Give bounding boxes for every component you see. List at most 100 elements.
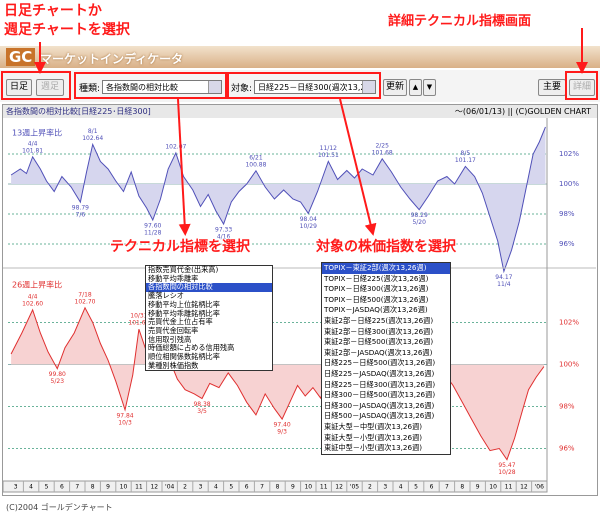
note-line: 週足チャートを選択 [4,22,130,38]
y-tick-label: 100% [559,180,579,188]
value-label: 101.17 [455,157,476,164]
option[interactable]: TOPIX－JASDAQ(週次13,26週) [324,305,428,315]
option[interactable]: TOPIX－日経300(週次13,26週) [324,284,429,294]
chart-panel [2,104,598,496]
option[interactable]: 日経300－JASDAQ(週次13,26週) [324,400,435,410]
x-tick-label: 6 [430,484,434,491]
up-button[interactable]: ▲ [409,79,422,96]
option[interactable]: 騰落レシオ [148,291,184,301]
value-label: 97.84 [116,412,133,419]
note-line: 日足チャートか [4,3,102,19]
x-tick-label: 11 [505,484,513,491]
option[interactable]: 日経300－日経500(週次13,26週) [324,390,436,400]
date-label: 7/18 [78,291,92,298]
x-tick-label: 7 [445,484,449,491]
option[interactable]: 日経500－JASDAQ(週次13,26週) [324,411,435,421]
option[interactable]: 東証2部－JASDAQ(週次13,26週) [324,347,433,357]
option[interactable]: 東証大型－中型(週次13,26週) [324,421,423,431]
index-note: 対象の株価指数を選択 [316,239,456,255]
option[interactable]: 業種別株価指数 [148,360,199,370]
option[interactable]: 時価総額に占める信用残高 [148,343,235,353]
panel-title-bar: 各指数間の相対比較[日経225･日経300] ～(06/01/13) || (C… [3,105,597,118]
date-label: 9/3 [277,429,287,436]
logo: GC [6,48,36,66]
x-tick-label: 3 [383,484,387,491]
option[interactable]: 売買代金上位占有率 [148,317,213,327]
weekly-button[interactable]: 週足 [36,79,64,96]
refresh-button[interactable]: 更新 [383,79,407,96]
x-tick-label: 5 [229,484,233,491]
date-label: 3/5 [197,408,207,415]
option[interactable]: 東証2部－日経300(週次13,26週) [324,326,434,336]
x-tick-label: 4 [214,484,218,491]
kind-select[interactable]: 各指数間の相対比較 [102,80,222,94]
value-label: 97.60 [144,223,161,230]
value-label: 100.88 [245,161,266,168]
detail-button[interactable]: 詳細 [569,79,595,96]
option[interactable]: 日経225－日経300(週次13,26週) [324,379,436,389]
y-tick-label: 102% [559,319,579,327]
x-tick-label: '04 [165,484,174,491]
option[interactable]: 売買代金回転率 [148,325,199,335]
x-tick-label: '06 [535,484,544,491]
y-tick-label: 100% [559,361,579,369]
detail-note: 詳細テクニカル指標画面 [388,14,532,29]
chart: 96%98%100%102%102.604/499.805/23102.707/… [2,118,596,493]
panel-range: ～(06/01/13) || (C)GOLDEN CHART [454,107,591,116]
option[interactable]: 日経225－JASDAQ(週次13,26週) [324,368,435,378]
x-tick-label: 2 [368,484,372,491]
y-tick-label: 96% [559,445,575,453]
value-label: 95.47 [498,462,515,469]
value-label: 97.33 [215,227,232,234]
option[interactable]: 指数売買代金(出来高) [148,265,219,274]
x-tick-label: 11 [135,484,143,491]
value-label: 102.70 [75,298,96,305]
x-tick-label: 2 [183,484,187,491]
x-tick-label: 9 [291,484,295,491]
x-tick-label: 9 [106,484,110,491]
option[interactable]: 移動平均乖離率 [148,273,199,283]
x-tick-label: 5 [414,484,418,491]
date-label: 10/29 [300,223,317,230]
option[interactable]: TOPIX－東証2部(週次13,26週) [322,263,450,274]
value-label: 101.68 [128,320,149,327]
target-options: TOPIX－東証2部(週次13,26週) TOPIX－日経225(週次13,26週… [321,262,451,455]
option[interactable]: 東証2部－日経225(週次13,26週) [324,315,434,325]
value-label: 98.04 [300,216,317,223]
value-label: 98.29 [411,212,428,219]
value-label: 102.60 [22,300,43,307]
option[interactable]: 東証大型－小型(週次13,26週) [324,432,423,442]
panel-title: 各指数間の相対比較[日経225･日経300] [6,107,151,116]
daily-button[interactable]: 日足 [6,79,32,96]
option[interactable]: 日経225－日経500(週次13,26週) [324,358,436,368]
x-tick-label: 8 [91,484,95,491]
main-button[interactable]: 主要 [538,79,566,96]
date-label: 2/25 [375,142,389,149]
x-tick-label: 4 [29,484,33,491]
x-tick-label: 5 [45,484,49,491]
period-note: 日足チャートか 週足チャートを選択 [4,2,130,40]
option[interactable]: 順位相関係数銘柄比率 [148,352,220,362]
y-tick-label: 98% [559,210,575,218]
x-tick-label: 8 [276,484,280,491]
option[interactable]: 東証中型－小型(週次13,26週) [324,443,423,453]
x-tick-label: 12 [520,484,528,491]
x-tick-label: 8 [460,484,464,491]
option[interactable]: 移動平均乖離銘柄比率 [148,308,220,318]
kind-label: 種類: [79,84,101,94]
down-button[interactable]: ▼ [423,79,436,96]
option[interactable]: 各指数間の相対比較 [146,283,272,293]
option[interactable]: 移動平均上位銘柄比率 [148,299,220,309]
date-label: 8/1 [88,128,98,135]
y-tick-label: 98% [559,403,575,411]
target-select[interactable]: 日経225－日経300(週次13,26週) [254,80,376,94]
date-label: 4/16 [217,234,231,241]
x-tick-label: 7 [260,484,264,491]
option[interactable]: 信用取引残高 [148,334,192,344]
option[interactable]: TOPIX－日経500(週次13,26週) [324,294,429,304]
date-label: 5/23 [51,378,65,385]
value-label: 99.80 [49,371,66,378]
option[interactable]: 東証2部－日経500(週次13,26週) [324,337,434,347]
option[interactable]: TOPIX－日経225(週次13,26週) [324,273,429,283]
